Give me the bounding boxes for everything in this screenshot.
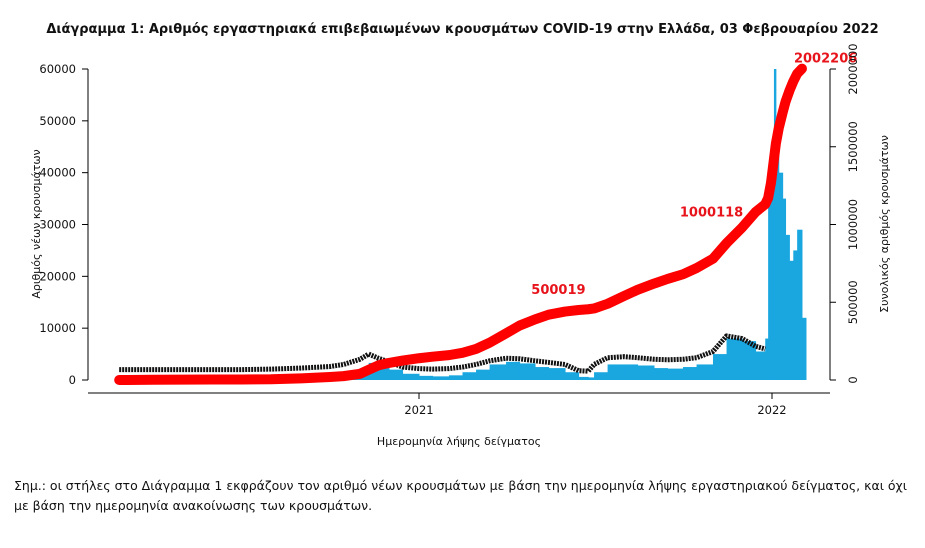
- bar: [771, 162, 775, 380]
- y-tick-label: 30000: [39, 218, 76, 232]
- bar: [578, 376, 589, 380]
- bar: [765, 338, 769, 380]
- bar: [755, 351, 766, 380]
- bar: [793, 250, 798, 380]
- y2-tick-label: 500000: [846, 280, 860, 324]
- bar: [624, 364, 639, 380]
- y-tick-label: 20000: [39, 269, 76, 283]
- bar: [565, 372, 580, 380]
- bar: [667, 368, 684, 380]
- bar: [462, 372, 477, 380]
- y-axis-label: Αριθμός νέων κρουσμάτων: [30, 149, 43, 298]
- average-line: [119, 333, 766, 374]
- bar: [768, 198, 772, 380]
- y-tick-label: 40000: [39, 166, 76, 180]
- y-tick-label: 60000: [39, 62, 76, 76]
- bar: [506, 361, 521, 380]
- cumulative-annotation: 500019: [531, 283, 585, 298]
- bar: [782, 198, 787, 380]
- bar: [778, 172, 784, 380]
- bar: [637, 365, 655, 380]
- bar: [801, 317, 807, 380]
- y2-tick-label: 1000000: [846, 199, 860, 250]
- chart-title: Διάγραμμα 1: Αριθμός εργαστηριακά επιβεβ…: [46, 22, 879, 37]
- bar: [588, 377, 595, 380]
- bar: [785, 234, 790, 380]
- bar: [489, 364, 507, 380]
- y2-tick-label: 0: [846, 376, 860, 383]
- bar: [402, 373, 420, 380]
- bar: [775, 120, 780, 380]
- bar: [548, 368, 566, 380]
- x-tick-label: 2021: [404, 403, 433, 417]
- y2-axis-label: Συνολικός αριθμός κρουσμάτων: [878, 135, 891, 313]
- bar: [742, 341, 757, 380]
- bar: [726, 338, 743, 380]
- bar: [432, 376, 450, 380]
- cumulative-line: [114, 63, 807, 385]
- cumulative-annotation: 1000118: [680, 205, 743, 220]
- bar: [683, 367, 698, 380]
- bar: [607, 364, 625, 380]
- y-tick-label: 50000: [39, 114, 76, 128]
- cumulative-annotation: 2002206: [794, 52, 857, 67]
- bar: [654, 368, 669, 380]
- x-tick-label: 2022: [757, 403, 786, 417]
- bar: [773, 69, 777, 380]
- bar: [419, 375, 434, 380]
- y-tick-label: 10000: [39, 321, 76, 335]
- y2-tick-label: 1500000: [846, 121, 860, 172]
- bar: [594, 372, 609, 380]
- bar: [696, 364, 714, 380]
- bar: [378, 364, 390, 380]
- bar: [789, 260, 794, 380]
- bar: [476, 369, 491, 380]
- bar: [713, 354, 728, 380]
- footnote: Σημ.: οι στήλες στο Διάγραμμα 1 εκφράζου…: [14, 478, 908, 513]
- bar: [797, 229, 803, 380]
- y-tick-label: 0: [69, 373, 76, 387]
- bar: [519, 363, 536, 380]
- x-axis-label: Ημερομηνία λήψης δείγματος: [377, 435, 541, 448]
- y2-tick-label: 2000000: [846, 43, 860, 94]
- bar: [389, 369, 404, 380]
- bar: [448, 375, 464, 380]
- bar: [535, 367, 550, 380]
